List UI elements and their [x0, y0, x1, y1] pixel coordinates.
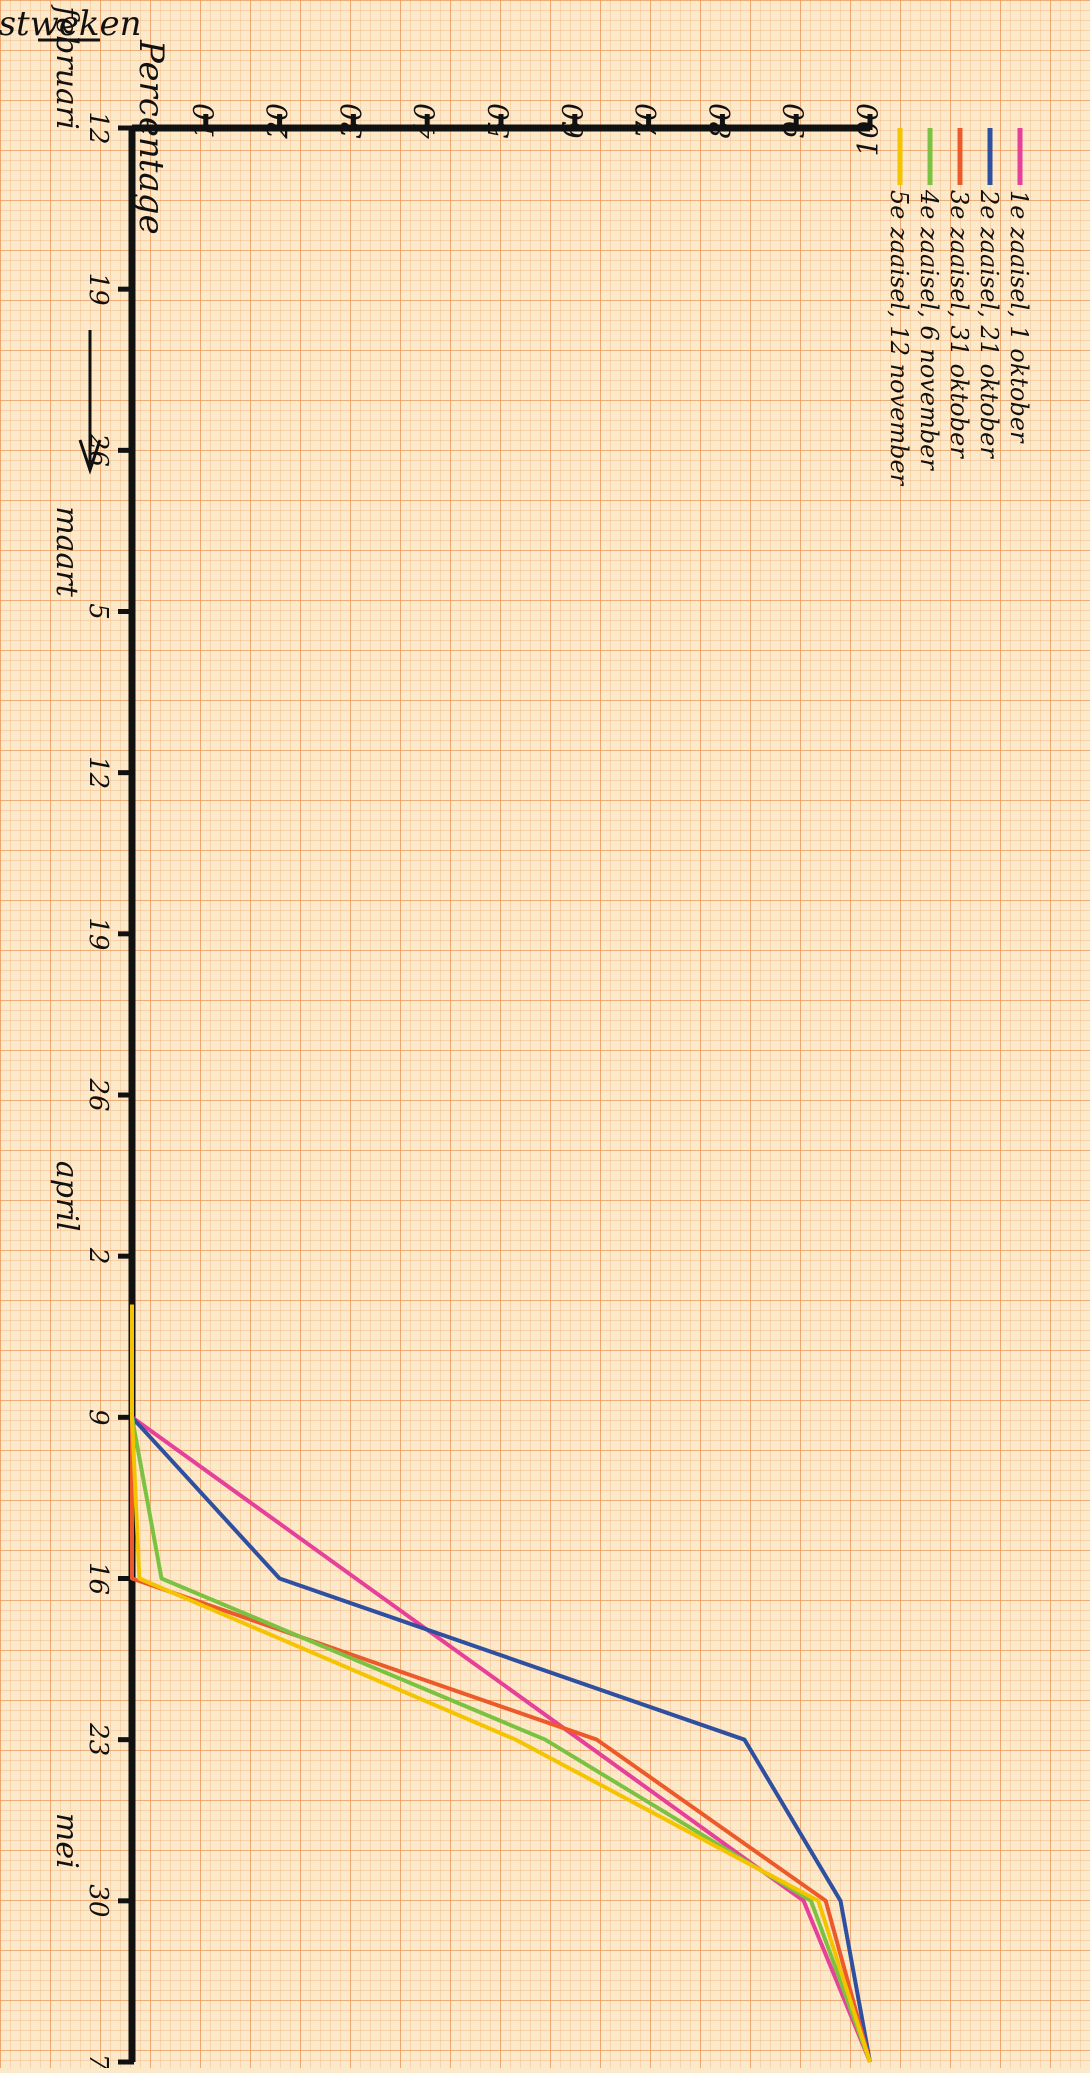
month-label: maart [49, 506, 84, 598]
x-tick-label: 7 [83, 2054, 113, 2068]
x-tick-label: 12 [83, 111, 113, 144]
legend-label: 3e zaaisel, 31 oktober [945, 190, 973, 459]
y-axis-title: Percentage [131, 39, 171, 235]
month-label: april [49, 1161, 84, 1232]
x-tick-label: 30 [83, 1884, 113, 1917]
x-tick-label: 2 [83, 1247, 113, 1265]
y-tick-label: 20 [261, 103, 294, 140]
legend-label: 2e zaaisel, 21 oktober [975, 189, 1003, 459]
x-tick-label: 26 [83, 1077, 113, 1111]
x-tick-label: 16 [83, 1562, 113, 1595]
x-tick-label: 23 [83, 1722, 113, 1756]
y-tick-label: 70 [630, 103, 663, 139]
x-axis-title: Oogstweken [0, 4, 142, 44]
legend-label: 4e zaaisel, 6 november [915, 189, 943, 471]
x-title-arrow-head [78, 439, 102, 475]
x-tick-label: 19 [83, 273, 113, 306]
legend-label: 5e zaaisel, 12 november [885, 190, 913, 487]
month-label: mei [49, 1813, 84, 1869]
axes: 10 20 30 40 50 60 70 80 90 1001219265121926291623… [38, 4, 885, 2071]
x-tick-label: 9 [83, 1409, 113, 1426]
y-tick-label: 80 [704, 103, 737, 139]
x-tick-label: 12 [83, 756, 113, 789]
month-label: februari [49, 4, 84, 130]
series-line [130, 1304, 872, 2063]
y-tick-label: 10 [187, 103, 220, 139]
y-tick-label: 50 [483, 103, 516, 139]
x-tick-label: 19 [83, 917, 113, 950]
y-tick-label: 90 [778, 103, 811, 139]
rotated-chart: 10 20 30 40 50 60 70 80 90 1001219265121926291623… [0, 4, 1033, 2071]
y-tick-label: 40 [409, 103, 442, 140]
x-tick-label: 5 [83, 603, 113, 620]
y-tick-label: 60 [556, 103, 589, 139]
y-tick-label: 100 [852, 103, 885, 156]
y-tick-label: 30 [335, 103, 368, 139]
legend-label: 1e zaaisel, 1 oktober [1005, 190, 1033, 444]
series-layer [130, 1304, 872, 2063]
axis-labels: Percentage Oogstweken [0, 4, 171, 235]
